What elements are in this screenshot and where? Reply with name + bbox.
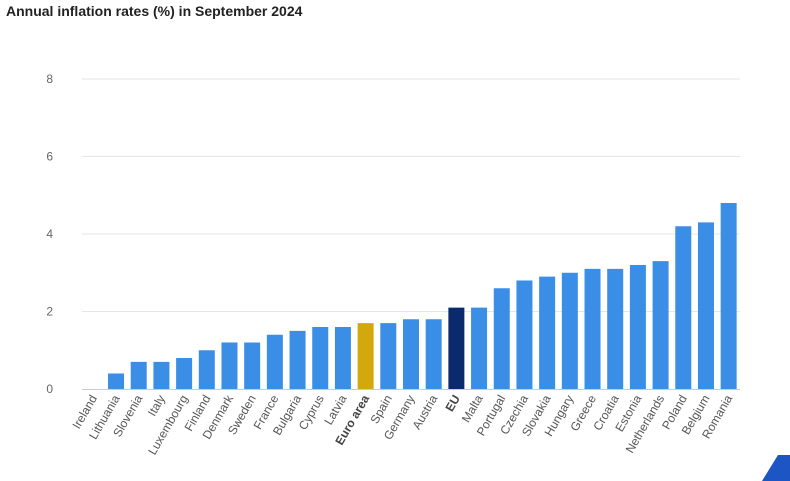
y-axis-ticks: 0 2 4 6 8: [46, 72, 53, 396]
bar-austria[interactable]: [425, 319, 442, 389]
bar-estonia[interactable]: [629, 265, 646, 389]
y-tick-label: 0: [46, 382, 53, 396]
bar-poland[interactable]: [675, 226, 692, 389]
bar-latvia[interactable]: [334, 327, 351, 389]
bars: [108, 203, 737, 389]
bar-slovakia[interactable]: [539, 276, 556, 389]
bar-hungary[interactable]: [561, 272, 578, 389]
bar-croatia[interactable]: [607, 268, 624, 389]
bar-netherlands[interactable]: [652, 261, 669, 389]
bar-portugal[interactable]: [493, 288, 510, 389]
x-tick-label: EU: [443, 393, 463, 414]
bar-czechia[interactable]: [516, 280, 533, 390]
bar-spain[interactable]: [380, 323, 397, 389]
bar-finland[interactable]: [198, 350, 215, 389]
bar-luxembourg[interactable]: [176, 358, 193, 389]
chart-title: Annual inflation rates (%) in September …: [6, 3, 303, 19]
bar-france[interactable]: [266, 334, 283, 389]
bar-slovenia[interactable]: [130, 361, 147, 389]
y-tick-label: 4: [46, 227, 53, 241]
bar-sweden[interactable]: [244, 342, 261, 390]
bar-lithuania[interactable]: [108, 373, 125, 390]
bar-bulgaria[interactable]: [289, 330, 306, 389]
corner-triangle-logo-icon: [762, 455, 790, 481]
bar-belgium[interactable]: [697, 222, 714, 389]
y-tick-label: 8: [46, 72, 53, 86]
bar-greece[interactable]: [584, 268, 601, 389]
bar-italy[interactable]: [153, 361, 170, 389]
y-tick-label: 6: [46, 150, 53, 164]
bar-euro-area[interactable]: [357, 323, 374, 389]
bar-cyprus[interactable]: [312, 327, 329, 389]
y-tick-label: 2: [46, 305, 53, 319]
bar-denmark[interactable]: [221, 342, 238, 390]
x-tick-label: Italy: [145, 393, 168, 419]
bar-eu[interactable]: [448, 307, 465, 389]
bar-romania[interactable]: [720, 203, 737, 389]
bar-germany[interactable]: [403, 319, 419, 389]
bar-malta[interactable]: [471, 307, 488, 389]
